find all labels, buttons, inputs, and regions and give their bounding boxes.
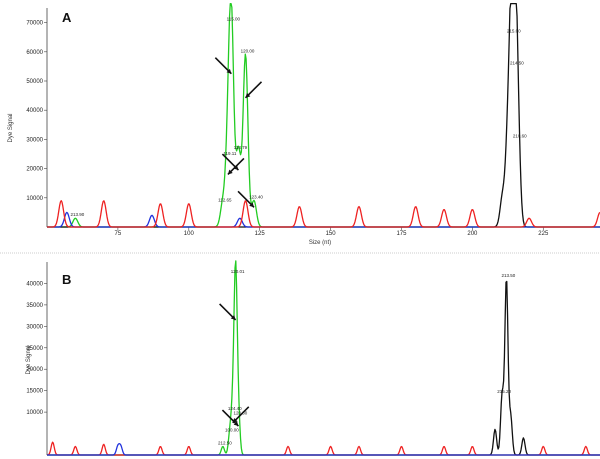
- panel-a-traces: [47, 2, 600, 228]
- x-tick-label: 100: [184, 231, 195, 237]
- panel-b-arrows: [219, 303, 250, 427]
- panel-a: A Dye Signal Size (nt) 10000 20000 30000 40…: [8, 2, 600, 246]
- trace-series-3: [47, 443, 600, 456]
- y-tick-label: 40000: [26, 281, 43, 287]
- peak-label: 120.00: [241, 49, 255, 54]
- x-tick-label: 75: [115, 231, 122, 237]
- annotation-arrowhead: [249, 202, 255, 208]
- panel-a-ylabel: Dye Signal: [8, 113, 14, 142]
- y-tick-label: 20000: [26, 167, 43, 173]
- trace-series-1: [47, 280, 600, 456]
- y-tick-label: 35000: [26, 303, 43, 309]
- panel-b-ylabel: Dye Signal: [26, 345, 32, 374]
- peak-label: 120.01: [231, 269, 245, 274]
- trace-series-3: [47, 200, 600, 228]
- peak-label: 113.79: [234, 145, 248, 150]
- x-tick-label: 150: [326, 231, 337, 237]
- peak-label: 120.80: [234, 410, 248, 415]
- panel-a-arrows: [214, 57, 263, 208]
- peak-label: 100.00: [225, 428, 239, 433]
- peak-label: 119.11: [223, 151, 237, 156]
- peak-label: 112.65: [218, 198, 232, 203]
- trace-series-2: [47, 211, 600, 228]
- panel-b-traces: [46, 260, 600, 456]
- annotation-arrowhead: [233, 165, 239, 171]
- annotation-arrowhead: [227, 169, 233, 175]
- panel-b-letter: B: [62, 272, 71, 287]
- y-tick-label: 40000: [26, 108, 43, 114]
- peak-label: 123.40: [249, 195, 263, 200]
- trace-series-0: [47, 260, 600, 456]
- y-tick-label: 30000: [26, 324, 43, 330]
- annotation-arrowhead: [230, 315, 236, 320]
- x-tick-label: 125: [255, 231, 266, 237]
- peak-label: 214.50: [510, 60, 524, 65]
- y-tick-label: 10000: [26, 410, 43, 416]
- y-tick-label: 25000: [26, 346, 43, 352]
- trace-series-1: [47, 2, 600, 228]
- peak-label: 212.50: [218, 440, 232, 445]
- y-tick-label: 70000: [26, 21, 43, 27]
- peak-label: 215.00: [507, 28, 521, 33]
- peak-label: 124.40: [228, 406, 242, 411]
- peak-label: 115.00: [227, 17, 241, 22]
- panel-a-ticks: 10000 20000 30000 40000 50000 60000 70000 75 100…: [26, 21, 549, 237]
- y-tick-label: 50000: [26, 79, 43, 85]
- x-tick-label: 200: [467, 231, 478, 237]
- peak-label: 213.50: [502, 273, 516, 278]
- y-tick-label: 10000: [26, 196, 43, 202]
- annotation-arrowhead: [233, 421, 239, 427]
- panel-a-xlabel: Size (nt): [309, 240, 331, 246]
- y-tick-label: 15000: [26, 389, 43, 395]
- y-tick-label: 30000: [26, 137, 43, 143]
- peak-label: 213.90: [70, 212, 84, 217]
- panel-b-ticks: 10000 15000 20000 25000 30000 35000 40000: [26, 281, 47, 416]
- annotation-arrowhead: [245, 92, 251, 98]
- panel-a-letter: A: [62, 10, 72, 25]
- annotation-arrowhead: [226, 68, 232, 74]
- peak-label: 210.60: [513, 133, 527, 138]
- peak-label: 215.20: [497, 389, 511, 394]
- trace-series-2: [46, 441, 600, 456]
- panel-b: B Dye Signal 10000 15000 20000 25000 30000 35…: [26, 260, 600, 456]
- x-tick-label: 225: [538, 231, 549, 237]
- x-tick-label: 175: [396, 231, 407, 237]
- y-tick-label: 60000: [26, 50, 43, 56]
- y-tick-label: 20000: [26, 367, 43, 373]
